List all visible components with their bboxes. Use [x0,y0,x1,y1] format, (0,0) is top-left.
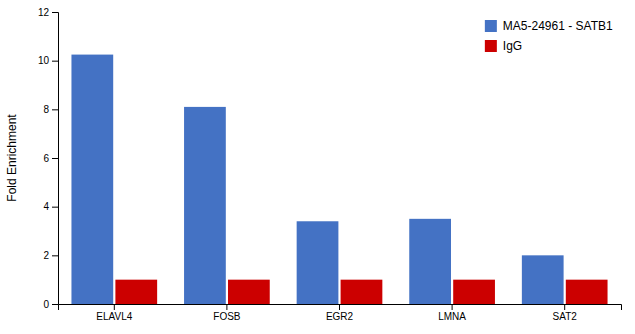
legend-item: MA5-24961 - SATB1 [485,19,613,33]
x-tick: FOSB [213,304,241,322]
y-axis: 0 2 4 6 8 10 12 [38,7,59,310]
legend-swatch [485,40,497,52]
x-tick: LMNA [438,304,466,322]
legend-swatch [485,20,497,32]
y-tick-label: 0 [43,299,49,310]
bar [409,219,451,304]
y-tick-label: 8 [43,104,49,115]
x-axis-line [59,305,622,311]
y-axis-title: Fold Enrichment [5,114,19,202]
bars [71,55,607,304]
y-tick-label: 10 [38,55,50,66]
legend-label: IgG [503,39,522,53]
y-tick-mark [52,61,58,62]
y-tick-mark [52,207,58,208]
x-axis: ELAVL4 FOSB EGR2 LMNA SAT2 [59,304,622,322]
x-tick: EGR2 [326,304,354,322]
y-tick: 12 [38,7,58,18]
y-tick-mark [52,304,58,305]
bar [522,255,564,304]
x-tick-mark [452,304,453,310]
chart-svg: 0 2 4 6 8 10 12 ELAVL4 FOSB EGR2 LMNA SAT2 MA5-24961… [0,0,635,334]
y-tick: 2 [43,250,58,261]
y-tick: 10 [38,55,58,66]
legend-label: MA5-24961 - SATB1 [503,19,613,33]
bar-series [71,55,563,304]
y-tick-mark [52,255,58,256]
x-tick-mark [339,304,340,310]
bar [453,280,495,304]
x-tick: ELAVL4 [96,304,132,322]
bar [341,280,383,304]
y-tick: 4 [43,201,58,212]
y-tick: 8 [43,104,58,115]
legend-item: IgG [485,39,522,53]
x-tick: SAT2 [553,304,578,322]
x-tick-label: LMNA [438,311,466,322]
x-tick-label: ELAVL4 [96,311,132,322]
y-tick-label: 2 [43,250,49,261]
y-tick-mark [52,109,58,110]
x-tick-mark [114,304,115,310]
x-tick-mark [564,304,565,310]
bar [228,280,270,304]
chart-container: 0 2 4 6 8 10 12 ELAVL4 FOSB EGR2 LMNA SAT2 MA5-24961… [0,0,635,334]
bar [184,107,226,304]
y-tick: 0 [43,299,58,310]
x-tick-label: SAT2 [553,311,578,322]
bar [115,280,157,304]
y-tick-label: 12 [38,7,50,18]
y-tick-label: 6 [43,153,49,164]
y-tick-label: 4 [43,201,49,212]
y-axis-line [52,13,59,305]
plot-area: 0 2 4 6 8 10 12 ELAVL4 FOSB EGR2 LMNA SAT2 MA5-24961… [38,7,622,322]
y-tick: 6 [43,153,58,164]
bar [297,221,339,304]
legend: MA5-24961 - SATB1 IgG [485,19,613,53]
bar [566,280,608,304]
bar [71,55,113,304]
bar-series [115,280,607,304]
x-tick-label: FOSB [213,311,241,322]
x-tick-label: EGR2 [326,311,354,322]
x-tick-mark [226,304,227,310]
y-tick-mark [52,12,58,13]
y-tick-mark [52,158,58,159]
